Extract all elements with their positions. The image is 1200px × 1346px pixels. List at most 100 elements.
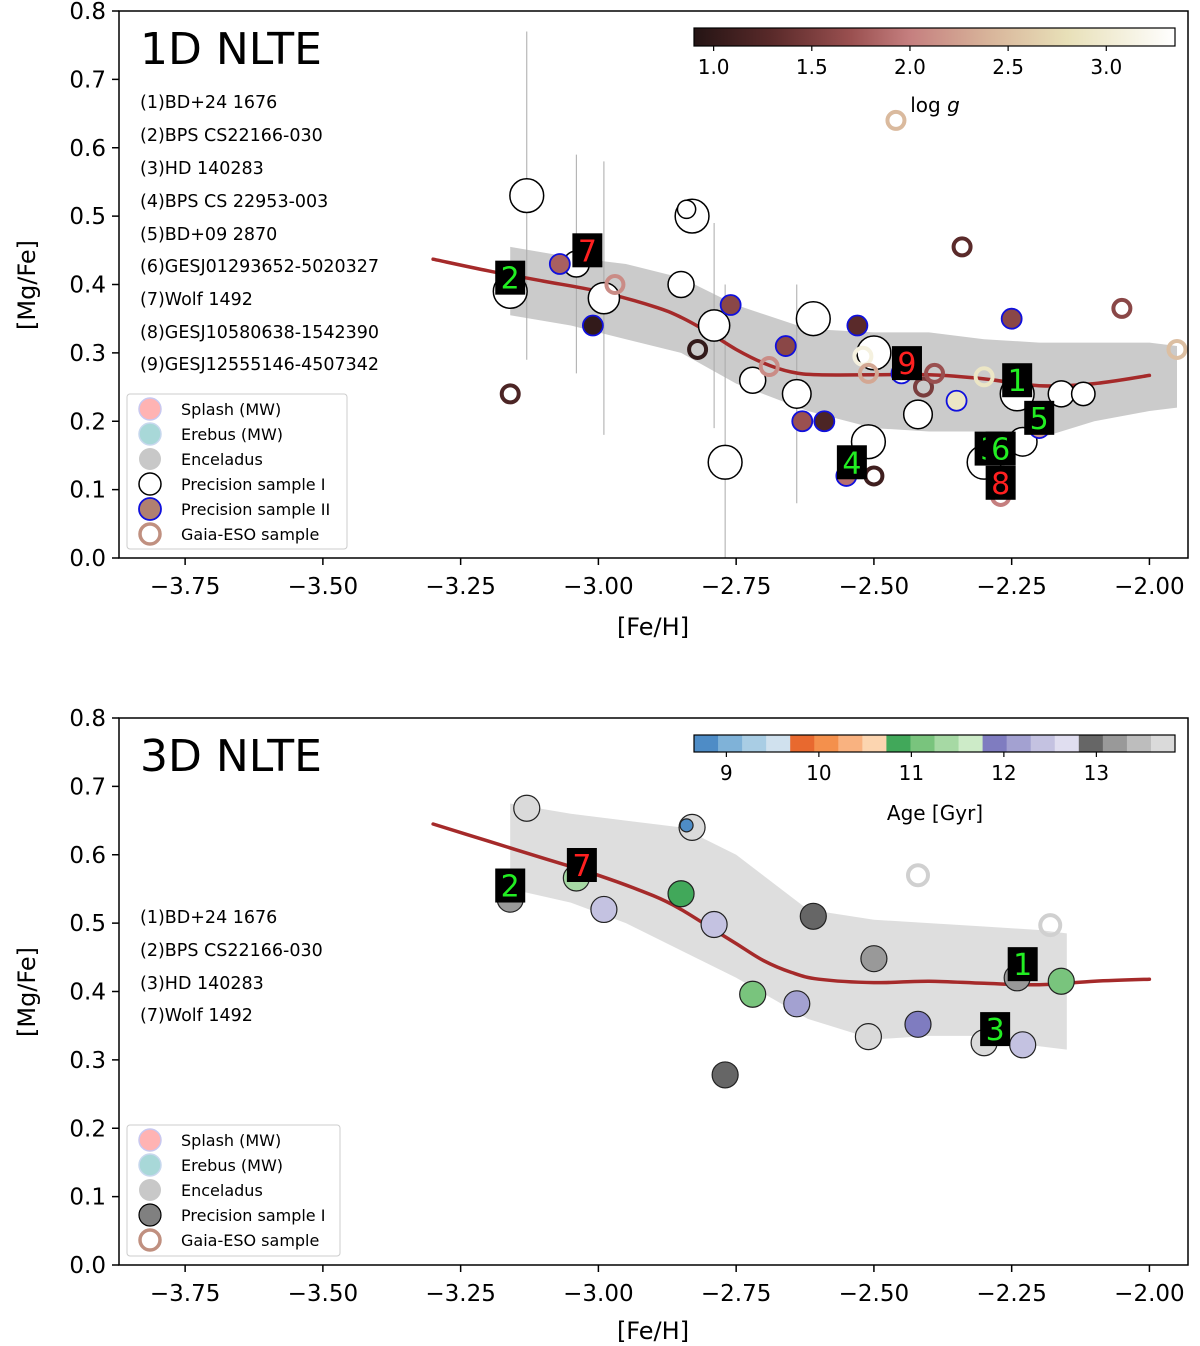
y-tick-label: 0.3 <box>69 1048 106 1074</box>
colorbar-segment <box>862 735 887 752</box>
point-gaia-eso <box>687 338 709 360</box>
legend-marker-prec1 <box>138 472 162 496</box>
legend-label: Precision sample I <box>181 475 325 494</box>
point-precision-sample-1 <box>783 990 811 1018</box>
legend-label: Gaia-ESO sample <box>181 525 319 544</box>
star-list-item: (4)BPS CS 22953-003 <box>140 192 328 212</box>
band-3d <box>510 803 1067 1050</box>
star-label-6: 6 <box>991 433 1010 468</box>
legend: Splash (MW) Erebus (MW) Enceladus Precis… <box>126 1124 341 1257</box>
trend-1d <box>431 257 1152 388</box>
star-label-8: 8 <box>991 467 1010 502</box>
point-gaia-eso <box>604 274 626 295</box>
star-list-item: (9)GESJ12555146-4507342 <box>140 355 379 375</box>
colorbar-tick-label: 2.5 <box>992 55 1024 79</box>
star-list-item: (3)HD 140283 <box>140 159 264 179</box>
point-precision-sample-1 <box>667 880 695 908</box>
colorbar-tick-label: 1.0 <box>698 55 730 79</box>
star-list-item: (5)BD+09 2870 <box>140 225 277 245</box>
point-precision-sample-1 <box>1047 967 1075 995</box>
point-precision-sample-1 <box>738 366 767 394</box>
star-label-box <box>572 233 603 268</box>
colorbar-tick-label: 10 <box>806 761 831 785</box>
star-label-1: 1 <box>1008 364 1027 399</box>
star-label-box <box>495 868 526 903</box>
y-tick-label: 0.1 <box>69 478 106 504</box>
point-precision-sample-1 <box>679 818 694 833</box>
y-tick-label: 0.2 <box>69 409 106 435</box>
point-precision-sample-2 <box>791 410 814 433</box>
star-label-box <box>980 1012 1011 1047</box>
x-tick-label: −2.25 <box>976 574 1046 600</box>
x-tick-label: −3.50 <box>288 574 358 600</box>
axes-3d: −3.75 −3.50 −3.25 −3.00 −2.75 −2.50 −2.25 −2.00… <box>69 706 1189 1307</box>
y-tick-label: 0.6 <box>69 843 106 869</box>
point-precision-sample-1 <box>860 945 888 973</box>
star-list-item: (1)BD+24 1676 <box>140 93 277 113</box>
legend-label: Enceladus <box>181 450 263 469</box>
y-tick-label: 0.5 <box>69 911 106 937</box>
point-precision-sample-1 <box>781 378 812 409</box>
colorbar-tick-label: 1.5 <box>796 55 828 79</box>
legend-frame <box>126 1124 341 1257</box>
enceladus-band <box>510 803 1067 1050</box>
x-tick-label: −2.25 <box>976 1281 1046 1307</box>
legend-marker-gaia <box>138 522 162 546</box>
colorbar-segment <box>766 735 791 752</box>
point-precision-sample-1 <box>697 309 731 342</box>
star-list-item: (1)BD+24 1676 <box>140 908 277 928</box>
y-tick-label: 0.6 <box>69 136 106 162</box>
point-precision-sample-2 <box>548 253 571 275</box>
point-gaia-eso <box>973 366 995 388</box>
colorbar-gradient <box>694 28 1175 46</box>
star-label-box <box>985 465 1016 500</box>
star-list: (1)BD+24 1676 (2)BPS CS22166-030 (3)HD 1… <box>140 93 379 375</box>
colorbar-segment <box>1078 735 1104 752</box>
point-precision-sample-1 <box>1070 381 1096 407</box>
point-gaia-eso <box>924 362 946 384</box>
point-precision-sample-1 <box>590 895 618 924</box>
colorbar-segment <box>838 735 863 752</box>
legend-marker-erebus <box>138 422 162 446</box>
point-precision-sample-1 <box>799 902 827 930</box>
panel-title: 1D NLTE <box>140 24 322 75</box>
x-tick-label: −2.50 <box>839 1281 909 1307</box>
point-precision-sample-2 <box>945 389 968 412</box>
star-list-item: (2)BPS CS22166-030 <box>140 941 323 961</box>
point-gaia-eso <box>951 236 973 258</box>
star-label-box <box>985 431 1016 466</box>
point-precision-sample-2 <box>1000 307 1023 330</box>
colorbar-frame <box>693 27 1176 47</box>
colorbar-age: 9 10 11 12 13 <box>693 734 1176 785</box>
colorbar-segment <box>814 735 839 752</box>
colorbar-segment <box>1126 735 1152 752</box>
x-tick-label: −3.25 <box>425 574 495 600</box>
point-precision-sample-2 <box>846 314 869 337</box>
colorbar-segment <box>958 735 984 752</box>
point-precision-sample-2 <box>581 314 604 337</box>
colorbar-segment <box>790 735 815 752</box>
colorbar-segment <box>910 735 935 752</box>
point-precision-sample-2 <box>813 410 836 433</box>
colorbar-segment <box>982 735 1008 752</box>
star-labels-3d: 1 2 3 7 <box>495 848 1038 1048</box>
point-gaia-eso <box>905 863 930 888</box>
point-gaia-eso <box>499 383 521 405</box>
y-tick-label: 0.7 <box>69 774 106 800</box>
star-label-9: 9 <box>897 347 916 382</box>
colorbar-logg: 1.0 1.5 2.0 2.5 3.0 <box>693 27 1176 79</box>
point-precision-sample-1 <box>1009 1031 1037 1059</box>
point-gaia-eso <box>857 362 879 384</box>
colorbar-segment <box>1102 735 1128 752</box>
axes-1d: −3.75 −3.50 −3.25 −3.00 −2.75 −2.50 −2.25 −2.00… <box>69 0 1189 600</box>
point-precision-sample-1 <box>509 177 545 214</box>
point-gaia-eso <box>913 376 935 398</box>
colorbar-label: log g <box>910 93 960 117</box>
y-axis-label: [Mg/Fe] <box>13 240 41 330</box>
point-precision-sample-1 <box>902 399 934 430</box>
point-precision-sample-1 <box>795 301 831 337</box>
point-precision-sample-1 <box>700 910 728 939</box>
star-list: (1)BD+24 1676 (2)BPS CS22166-030 (3)HD 1… <box>140 908 323 1026</box>
colorbar-segment <box>1030 735 1056 752</box>
panel-1d-nlte: 123456789 −3.75−3.50−3.25−3.00−2.75−2.50… <box>13 0 1189 641</box>
